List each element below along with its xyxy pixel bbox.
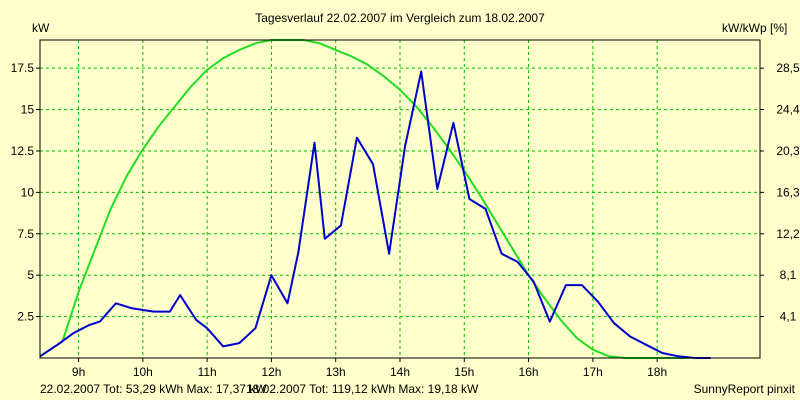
x-tick-label: 11h <box>198 365 217 379</box>
y-tick-label-right: 16,3 <box>776 185 800 199</box>
x-tick-label: 18h <box>647 365 667 379</box>
series-line-18-02-2007 <box>39 39 690 359</box>
footer-credit: SunnyReport pinxit <box>694 382 796 396</box>
y-tick-label-right: 20,3 <box>776 144 800 158</box>
x-tick-label: 10h <box>133 365 153 379</box>
x-tick-label: 12h <box>261 365 281 379</box>
plot-frame <box>39 39 761 359</box>
x-tick-label: 17h <box>583 365 603 379</box>
tick-layer: 9h 10h 11h 12h 13h 14h 15h 16h 17h 18h 2.5 4,1 5 8,1 7… <box>11 61 800 379</box>
y-tick-label-right: 24,4 <box>776 103 800 117</box>
x-tick-label: 9h <box>72 365 85 379</box>
series-line-22-02-2007 <box>39 70 711 359</box>
y-tick-label-left: 5 <box>27 268 34 282</box>
y-tick-label-left: 12.5 <box>11 144 35 158</box>
y-axis-label-right: kW/kWp [%] <box>722 21 787 35</box>
y-tick-label-left: 10 <box>21 185 35 199</box>
x-tick-label: 16h <box>519 365 539 379</box>
y-axis-label-left: kW <box>32 21 50 35</box>
y-tick-label-left: 2.5 <box>17 310 34 324</box>
y-tick-label-left: 17.5 <box>11 61 35 75</box>
x-tick-label: 13h <box>326 365 346 379</box>
footer-series2: 18.02.2007 Tot: 119,12 kWh Max: 19,18 kW <box>246 382 479 396</box>
chart-title: Tagesverlauf 22.02.2007 im Vergleich zum… <box>255 11 545 25</box>
series-layer <box>39 39 711 359</box>
y-tick-label-right: 28,5 <box>776 61 800 75</box>
y-tick-label-right: 8,1 <box>780 268 797 282</box>
y-tick-label-right: 4,1 <box>780 310 797 324</box>
x-tick-label: 14h <box>390 365 410 379</box>
y-tick-label-left: 7.5 <box>17 227 34 241</box>
x-tick-label: 15h <box>454 365 474 379</box>
y-tick-label-right: 12,2 <box>776 227 800 241</box>
y-tick-label-left: 15 <box>21 103 35 117</box>
grid-layer <box>40 40 760 358</box>
footer-series1: 22.02.2007 Tot: 53,29 kWh Max: 17,37 kW <box>40 382 267 396</box>
